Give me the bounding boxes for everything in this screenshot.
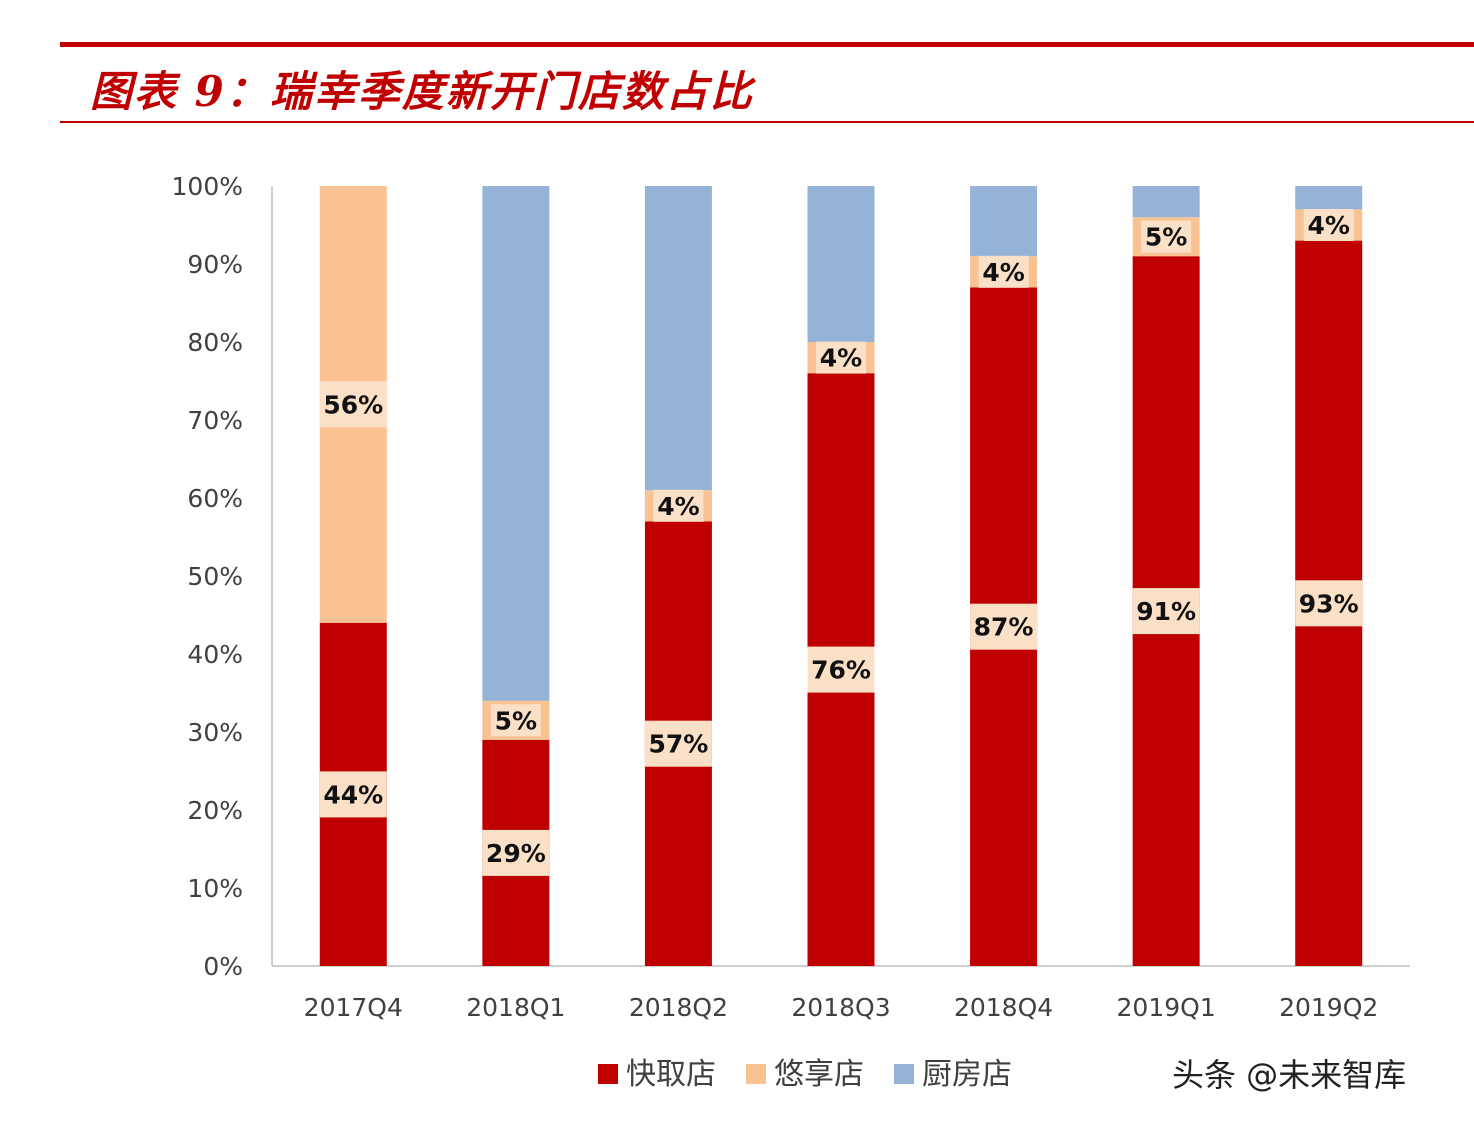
y-tick-label: 100% xyxy=(172,172,243,201)
bar-segment-3 xyxy=(644,186,712,491)
data-label-box xyxy=(1132,588,1200,635)
legend-swatch-2 xyxy=(746,1064,766,1084)
y-tick-label: 90% xyxy=(187,250,243,279)
data-label-box xyxy=(1295,580,1363,627)
data-label: 91% xyxy=(1136,597,1196,626)
x-tick-label: 2018Q4 xyxy=(954,993,1053,1022)
y-tick-label: 0% xyxy=(203,952,243,981)
x-tick-label: 2019Q1 xyxy=(1117,993,1216,1022)
bar-segment-3 xyxy=(807,186,875,342)
legend-label: 悠享店 xyxy=(774,1057,864,1092)
data-label: 76% xyxy=(811,656,871,685)
data-label-box xyxy=(970,603,1038,650)
legend-swatch-1 xyxy=(598,1064,618,1084)
y-tick-label: 10% xyxy=(187,874,243,903)
data-label: 5% xyxy=(1145,223,1187,252)
bar-segment-3 xyxy=(482,186,550,701)
data-label: 4% xyxy=(982,258,1024,287)
data-label-box xyxy=(978,255,1029,288)
x-tick-label: 2018Q1 xyxy=(466,993,565,1022)
y-tick-label: 30% xyxy=(187,718,243,747)
data-label: 93% xyxy=(1299,589,1359,618)
data-label: 4% xyxy=(820,344,862,373)
data-label: 29% xyxy=(486,839,546,868)
chart-title: 图表 9：瑞幸季度新开门店数占比 xyxy=(90,67,754,116)
y-tick-label: 50% xyxy=(187,562,243,591)
data-label: 5% xyxy=(495,706,537,735)
y-tick-label: 60% xyxy=(187,484,243,513)
data-label-box xyxy=(816,341,866,374)
y-tick-label: 20% xyxy=(187,796,243,825)
data-label: 4% xyxy=(657,492,699,521)
legend-label: 快取店 xyxy=(626,1057,716,1092)
data-label-box xyxy=(490,704,541,737)
title-top-rule xyxy=(60,42,1474,47)
y-tick-label: 40% xyxy=(187,640,243,669)
title-bottom-rule xyxy=(60,121,1474,123)
data-label: 87% xyxy=(974,613,1034,642)
data-label-box xyxy=(653,489,704,522)
data-label: 4% xyxy=(1307,211,1349,240)
x-tick-label: 2018Q2 xyxy=(629,993,728,1022)
data-label-box xyxy=(319,381,387,428)
data-label-box xyxy=(1141,220,1192,253)
data-label-box xyxy=(319,771,387,818)
data-label: 57% xyxy=(649,730,709,759)
x-tick-label: 2018Q3 xyxy=(791,993,890,1022)
data-label-box xyxy=(807,646,875,693)
bar-segment-3 xyxy=(1295,186,1363,210)
x-tick-label: 2019Q2 xyxy=(1279,993,1378,1022)
bar-segment-3 xyxy=(970,186,1038,257)
legend-swatch-3 xyxy=(894,1064,914,1084)
data-label: 56% xyxy=(323,390,383,419)
data-label-box xyxy=(482,829,550,876)
watermark-text: 头条 @未来智库 xyxy=(1172,1056,1407,1094)
legend-label: 厨房店 xyxy=(922,1057,1012,1092)
x-tick-label: 2017Q4 xyxy=(304,993,403,1022)
data-label-box xyxy=(1303,209,1354,241)
y-tick-label: 80% xyxy=(187,328,243,357)
y-tick-label: 70% xyxy=(187,406,243,435)
bar-segment-3 xyxy=(1132,186,1200,218)
data-label: 44% xyxy=(323,780,383,809)
data-label-box xyxy=(644,720,712,767)
